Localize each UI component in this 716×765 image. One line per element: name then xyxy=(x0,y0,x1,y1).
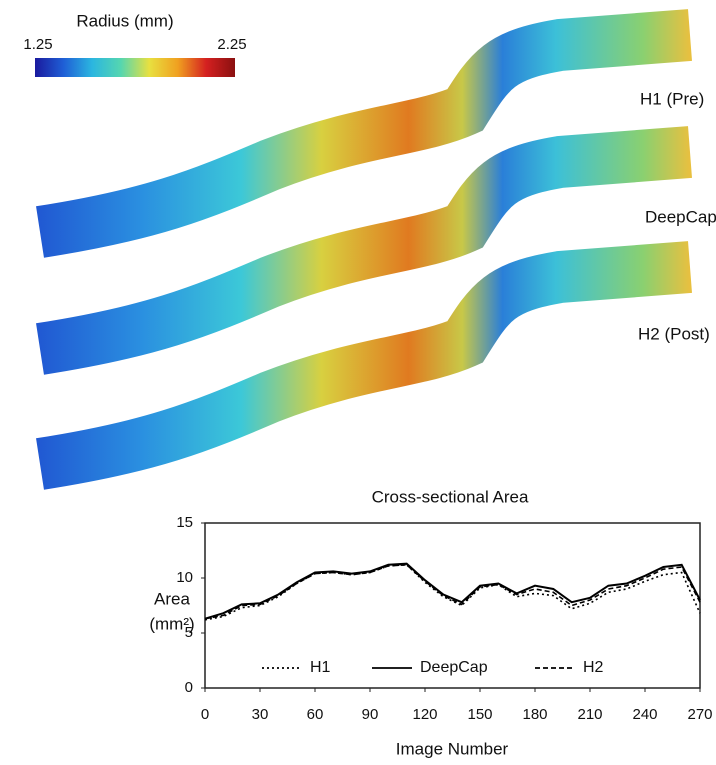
x-tick-label: 120 xyxy=(412,706,437,723)
y-tick-label: 10 xyxy=(176,569,193,586)
y-tick-label: 15 xyxy=(176,514,193,531)
x-tick-label: 240 xyxy=(632,706,657,723)
x-tick-label: 60 xyxy=(307,706,324,723)
plot-frame xyxy=(204,522,701,689)
vessel xyxy=(36,241,692,490)
line-series xyxy=(204,563,701,621)
x-tick-label: 150 xyxy=(467,706,492,723)
y-axis-label: (mm²) xyxy=(149,614,194,633)
x-tick-label: 30 xyxy=(252,706,269,723)
x-axis-label: Image Number xyxy=(396,739,509,758)
colorbar-tick-label: 2.25 xyxy=(217,36,246,53)
x-tick-label: 270 xyxy=(687,706,712,723)
x-tick-label: 90 xyxy=(362,706,379,723)
colorbar-tick-label: 1.25 xyxy=(23,36,52,53)
y-axis-label: Area xyxy=(154,589,190,608)
vessel xyxy=(36,126,692,375)
colorbar xyxy=(35,58,235,77)
y-tick-label: 0 xyxy=(185,679,193,696)
line-series xyxy=(204,562,701,620)
vessel-label: H2 (Post) xyxy=(638,324,710,343)
legend-label: DeepCap xyxy=(420,659,488,676)
legend-label: H1 xyxy=(310,659,331,676)
colorbar-title: Radius (mm) xyxy=(76,11,173,30)
x-tick-label: 180 xyxy=(522,706,547,723)
vessel-label: DeepCap xyxy=(645,207,716,226)
x-tick-label: 0 xyxy=(201,706,209,723)
x-tick-label: 210 xyxy=(577,706,602,723)
y-tick-label: 5 xyxy=(185,624,193,641)
chart-title: Cross-sectional Area xyxy=(372,487,529,506)
legend-label: H2 xyxy=(583,659,604,676)
line-series xyxy=(204,563,701,620)
vessels xyxy=(36,9,692,490)
vessel-label: H1 (Pre) xyxy=(640,89,704,108)
vessel xyxy=(36,9,692,258)
